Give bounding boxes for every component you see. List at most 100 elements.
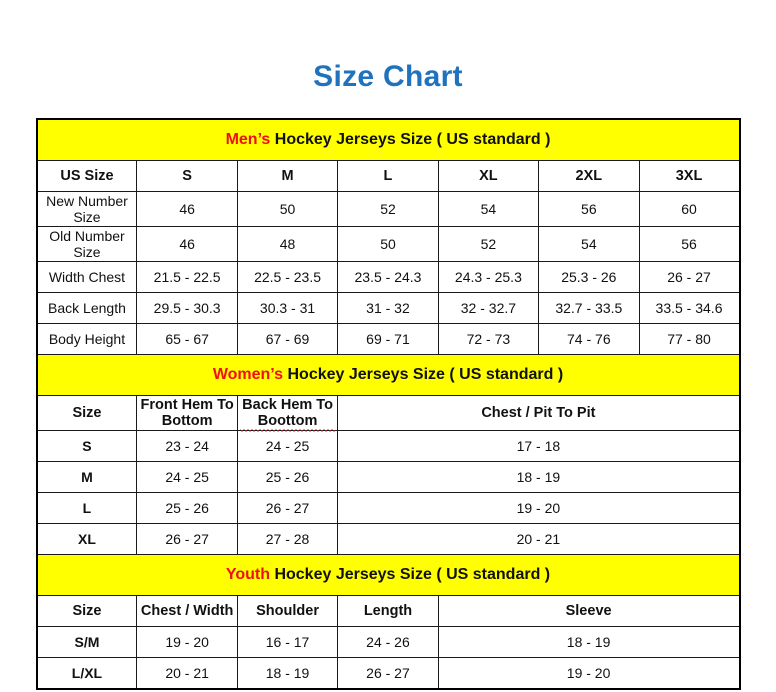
column-header-mens-2: M — [236, 160, 339, 192]
cell-mens-3-0: 29.5 - 30.3 — [136, 292, 238, 324]
section-banner-accent-mens: Men’s — [225, 131, 271, 148]
cell-mens-3-5: 33.5 - 34.6 — [638, 292, 741, 324]
table-row: Width Chest 21.5 - 22.5 22.5 - 23.5 23.5 - … — [35, 261, 741, 293]
cell-womens-0-1: 24 - 25 — [236, 430, 339, 462]
cell-womens-1-2: 18 - 19 — [337, 461, 740, 493]
row-label-mens-3: Back Length — [35, 292, 138, 324]
cell-mens-0-0: 46 — [136, 191, 238, 227]
cell-youth-1-2: 26 - 27 — [337, 657, 439, 690]
column-header-mens-3: L — [337, 160, 439, 192]
row-label-youth-0: S/M — [35, 626, 138, 658]
row-label-youth-1: L/XL — [35, 657, 138, 690]
column-header-mens-0: US Size — [35, 160, 138, 192]
cell-youth-0-2: 24 - 26 — [337, 626, 439, 658]
column-header-row-youth: Size Chest / Width Shoulder Length Sleeve — [35, 595, 741, 627]
table-row: Back Length 29.5 - 30.3 30.3 - 31 31 - 32 32… — [35, 292, 741, 324]
cell-youth-1-0: 20 - 21 — [136, 657, 238, 690]
cell-mens-0-1: 50 — [236, 191, 339, 227]
cell-womens-2-2: 19 - 20 — [337, 492, 740, 524]
cell-mens-2-5: 26 - 27 — [638, 261, 741, 293]
cell-womens-2-0: 25 - 26 — [136, 492, 238, 524]
cell-mens-2-2: 23.5 - 24.3 — [337, 261, 439, 293]
cell-womens-0-0: 23 - 24 — [136, 430, 238, 462]
cell-womens-1-0: 24 - 25 — [136, 461, 238, 493]
cell-youth-0-1: 16 - 17 — [236, 626, 339, 658]
cell-womens-3-1: 27 - 28 — [236, 523, 339, 555]
section-banner-youth: Youth Hockey Jerseys Size ( US standard … — [35, 554, 741, 596]
section-banner-accent-youth: Youth — [225, 566, 270, 583]
column-header-row-womens: Size Front Hem To Bottom Back Hem To Boott… — [35, 395, 740, 432]
cell-youth-1-3: 19 - 20 — [437, 657, 741, 690]
row-label-mens-2: Width Chest — [35, 261, 138, 293]
size-chart-body: Men’s Hockey Jerseys Size ( US standard … — [35, 118, 741, 690]
row-label-womens-2: L — [35, 492, 138, 524]
column-header-youth-3: Length — [337, 595, 439, 627]
cell-mens-2-0: 21.5 - 22.5 — [136, 261, 238, 293]
column-header-row-mens: US Size S M L XL 2XL 3XL — [35, 160, 741, 192]
table-row: M 24 - 25 25 - 26 18 - 19 — [35, 461, 740, 493]
column-header-youth-0: Size — [35, 595, 138, 627]
section-banner-mens: Men’s Hockey Jerseys Size ( US standard … — [35, 118, 741, 161]
row-label-womens-1: M — [35, 461, 138, 493]
table-row: L 25 - 26 26 - 27 19 - 20 — [35, 492, 740, 524]
cell-youth-0-3: 18 - 19 — [437, 626, 741, 658]
cell-mens-1-3: 52 — [437, 226, 540, 262]
cell-womens-3-0: 26 - 27 — [136, 523, 238, 555]
row-label-womens-0: S — [35, 430, 138, 462]
cell-mens-0-5: 60 — [638, 191, 741, 227]
cell-mens-0-2: 52 — [337, 191, 439, 227]
column-header-womens-2: Back Hem To Boottom — [236, 395, 339, 432]
cell-mens-4-5: 77 - 80 — [638, 323, 741, 355]
section-banner-accent-womens: Women’s — [212, 366, 284, 383]
cell-mens-4-2: 69 - 71 — [337, 323, 439, 355]
cell-mens-0-4: 56 — [538, 191, 640, 227]
cell-mens-2-1: 22.5 - 23.5 — [236, 261, 339, 293]
section-banner-text-womens: Women’s Hockey Jerseys Size ( US standar… — [35, 354, 741, 396]
cell-mens-1-0: 46 — [136, 226, 238, 262]
cell-mens-2-4: 25.3 - 26 — [538, 261, 640, 293]
table-row: XL 26 - 27 27 - 28 20 - 21 — [35, 523, 740, 555]
section-banner-rest-youth: Hockey Jerseys Size ( US standard ) — [270, 566, 551, 583]
section-banner-text-mens: Men’s Hockey Jerseys Size ( US standard … — [35, 118, 741, 161]
column-header-mens-5: 2XL — [538, 160, 640, 192]
cell-mens-1-2: 50 — [337, 226, 439, 262]
cell-mens-0-3: 54 — [437, 191, 540, 227]
column-header-mens-1: S — [136, 160, 238, 192]
cell-mens-3-2: 31 - 32 — [337, 292, 439, 324]
section-banner-text-youth: Youth Hockey Jerseys Size ( US standard … — [35, 554, 741, 596]
size-chart-table-wrap: Men’s Hockey Jerseys Size ( US standard … — [35, 118, 741, 690]
column-header-mens-4: XL — [437, 160, 540, 192]
cell-mens-4-1: 67 - 69 — [236, 323, 339, 355]
cell-mens-3-3: 32 - 32.7 — [437, 292, 540, 324]
row-label-mens-4: Body Height — [35, 323, 138, 355]
cell-mens-4-3: 72 - 73 — [437, 323, 540, 355]
cell-mens-3-4: 32.7 - 33.5 — [538, 292, 640, 324]
cell-mens-3-1: 30.3 - 31 — [236, 292, 339, 324]
column-header-womens-0: Size — [35, 395, 138, 431]
size-chart-table: Men’s Hockey Jerseys Size ( US standard … — [35, 118, 741, 690]
section-banner-womens: Women’s Hockey Jerseys Size ( US standar… — [35, 354, 741, 396]
column-header-youth-1: Chest / Width — [136, 595, 238, 627]
cell-mens-1-5: 56 — [638, 226, 741, 262]
cell-womens-2-1: 26 - 27 — [236, 492, 339, 524]
cell-womens-0-2: 17 - 18 — [337, 430, 740, 462]
cell-youth-0-0: 19 - 20 — [136, 626, 238, 658]
misspelled-text: Back Hem To Boottom — [239, 397, 336, 432]
cell-youth-1-1: 18 - 19 — [236, 657, 339, 690]
table-row: S 23 - 24 24 - 25 17 - 18 — [35, 430, 740, 462]
column-header-mens-6: 3XL — [638, 160, 741, 192]
table-row: New Number Size 46 50 52 54 56 60 — [35, 191, 741, 227]
table-row: Body Height 65 - 67 67 - 69 69 - 71 72 - 73 7… — [35, 323, 741, 355]
cell-mens-2-3: 24.3 - 25.3 — [437, 261, 540, 293]
row-label-womens-3: XL — [35, 523, 138, 555]
section-banner-rest-mens: Hockey Jerseys Size ( US standard ) — [270, 131, 551, 148]
column-header-youth-2: Shoulder — [236, 595, 339, 627]
row-label-mens-1: Old Number Size — [35, 226, 138, 262]
cell-mens-4-0: 65 - 67 — [136, 323, 238, 355]
table-row: Old Number Size 46 48 50 52 54 56 — [35, 226, 741, 262]
cell-mens-4-4: 74 - 76 — [538, 323, 640, 355]
cell-womens-1-1: 25 - 26 — [236, 461, 339, 493]
cell-mens-1-1: 48 — [236, 226, 339, 262]
row-label-mens-0: New Number Size — [35, 191, 138, 227]
